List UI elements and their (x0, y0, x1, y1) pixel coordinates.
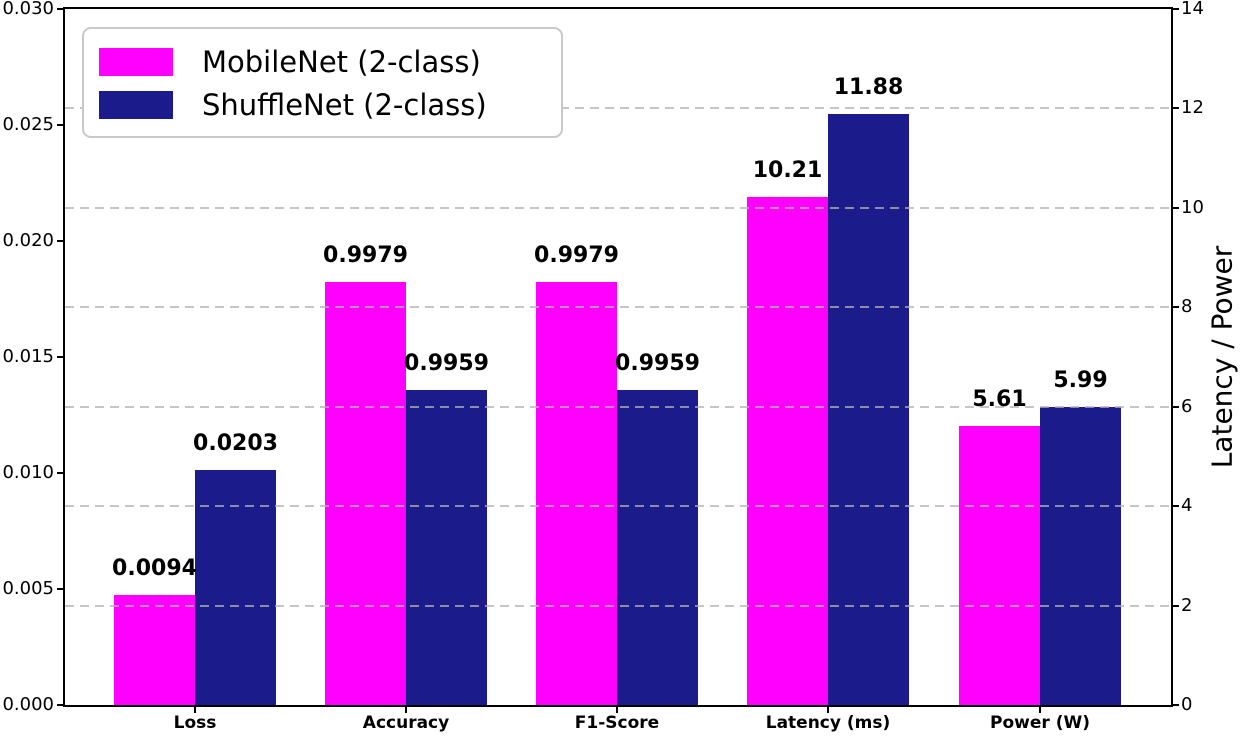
y-tickmark-left-0.030 (57, 8, 65, 10)
y-tick-label-right-10: 10 (1181, 197, 1204, 218)
gridline-6 (65, 406, 1171, 408)
y-tick-label-left-0.010: 0.010 (2, 462, 54, 483)
plot-area: 0.0094 0.9979 0.9979 10.21 5.61 0.0203 0.9959 0… (63, 7, 1173, 707)
y-tick-label-left-0.015: 0.015 (2, 346, 54, 367)
y-tick-label-left-0.020: 0.020 (2, 230, 54, 251)
y-tickmark-right-4 (1171, 505, 1179, 507)
legend-label-shufflenet-2-class: ShuffleNet (2-class) (202, 87, 487, 122)
y-tick-label-right-12: 12 (1181, 97, 1204, 118)
y-tickmark-left-0.025 (57, 124, 65, 126)
legend-label-mobilenet-2-class: MobileNet (2-class) (202, 45, 481, 80)
value-label-shufflenet-2-class-latency-ms: 11.88 (833, 75, 904, 100)
value-label-shufflenet-2-class-f1-score: 0.9959 (615, 351, 700, 376)
y-tick-label-left-0.005: 0.005 (2, 578, 54, 599)
value-label-mobilenet-2-class-f1-score: 0.9979 (534, 243, 619, 268)
gridline-2 (65, 605, 1171, 607)
y-tickmark-left-0.005 (57, 588, 65, 590)
value-label-shufflenet-2-class-power-w: 5.99 (1053, 368, 1108, 393)
value-label-mobilenet-2-class-loss: 0.0094 (112, 556, 197, 581)
gridline-4 (65, 505, 1171, 507)
legend-row-mobilenet-2-class: MobileNet (2-class) (99, 45, 543, 79)
value-label-mobilenet-2-class-power-w: 5.61 (972, 387, 1027, 412)
value-label-mobilenet-2-class-latency-ms: 10.21 (752, 158, 823, 183)
y-tick-label-right-14: 14 (1181, 0, 1204, 19)
y-tick-label-right-0: 0 (1181, 694, 1193, 715)
x-tickmark-power-w (1039, 705, 1041, 713)
legend-swatch-mobilenet-2-class (99, 48, 173, 77)
y-tick-label-right-6: 6 (1181, 396, 1193, 417)
legend-row-shufflenet-2-class: ShuffleNet (2-class) (99, 88, 543, 122)
y-tickmark-right-0 (1171, 704, 1179, 706)
value-label-shufflenet-2-class-accuracy: 0.9959 (404, 351, 489, 376)
bar-shufflenet-2-class-loss (195, 470, 276, 705)
y-tickmark-right-12 (1171, 107, 1179, 109)
bar-mobilenet-2-class-loss (114, 595, 195, 705)
y-tick-label-left-0.000: 0.000 (2, 694, 54, 715)
y-tickmark-right-10 (1171, 207, 1179, 209)
y-tickmark-left-0.000 (57, 704, 65, 706)
x-tick-label-loss: Loss (173, 713, 217, 733)
x-tickmark-latency-ms (827, 705, 829, 713)
y-tickmark-left-0.020 (57, 240, 65, 242)
right-axis-title: Latency / Power (1205, 245, 1239, 469)
bar-shufflenet-2-class-accuracy (406, 390, 487, 705)
bar-shufflenet-2-class-latency-ms (828, 114, 909, 705)
bar-shufflenet-2-class-f1-score (617, 390, 698, 705)
y-tickmark-right-2 (1171, 605, 1179, 607)
value-label-mobilenet-2-class-accuracy: 0.9979 (323, 243, 408, 268)
y-tickmark-right-8 (1171, 306, 1179, 308)
x-tickmark-accuracy (405, 705, 407, 713)
y-tick-label-right-8: 8 (1181, 296, 1193, 317)
bar-mobilenet-2-class-f1-score (536, 282, 617, 705)
x-tick-label-power-w: Power (W) (990, 713, 1090, 733)
gridline-10 (65, 207, 1171, 209)
y-tickmark-left-0.010 (57, 472, 65, 474)
y-tick-label-right-4: 4 (1181, 495, 1193, 516)
bar-mobilenet-2-class-power-w (959, 426, 1040, 705)
y-tick-label-left-0.025: 0.025 (2, 114, 54, 135)
y-tickmark-right-14 (1171, 8, 1179, 10)
x-tick-label-f1-score: F1-Score (574, 713, 660, 733)
legend-swatch-shufflenet-2-class (99, 90, 173, 119)
x-tickmark-f1-score (616, 705, 618, 713)
gridline-12 (65, 107, 1171, 109)
legend: MobileNet (2-class) ShuffleNet (2-class) (82, 27, 563, 138)
y-tick-label-right-2: 2 (1181, 595, 1193, 616)
x-tick-label-accuracy: Accuracy (362, 713, 450, 733)
x-tick-label-latency-ms: Latency (ms) (765, 713, 891, 733)
x-tickmark-loss (194, 705, 196, 713)
bar-shufflenet-2-class-power-w (1040, 407, 1121, 705)
y-tickmark-left-0.015 (57, 356, 65, 358)
gridline-8 (65, 306, 1171, 308)
y-tickmark-right-6 (1171, 406, 1179, 408)
bar-mobilenet-2-class-accuracy (325, 282, 406, 705)
bar-mobilenet-2-class-latency-ms (747, 197, 828, 705)
y-tick-label-left-0.030: 0.030 (2, 0, 54, 19)
value-label-shufflenet-2-class-loss: 0.0203 (193, 431, 278, 456)
